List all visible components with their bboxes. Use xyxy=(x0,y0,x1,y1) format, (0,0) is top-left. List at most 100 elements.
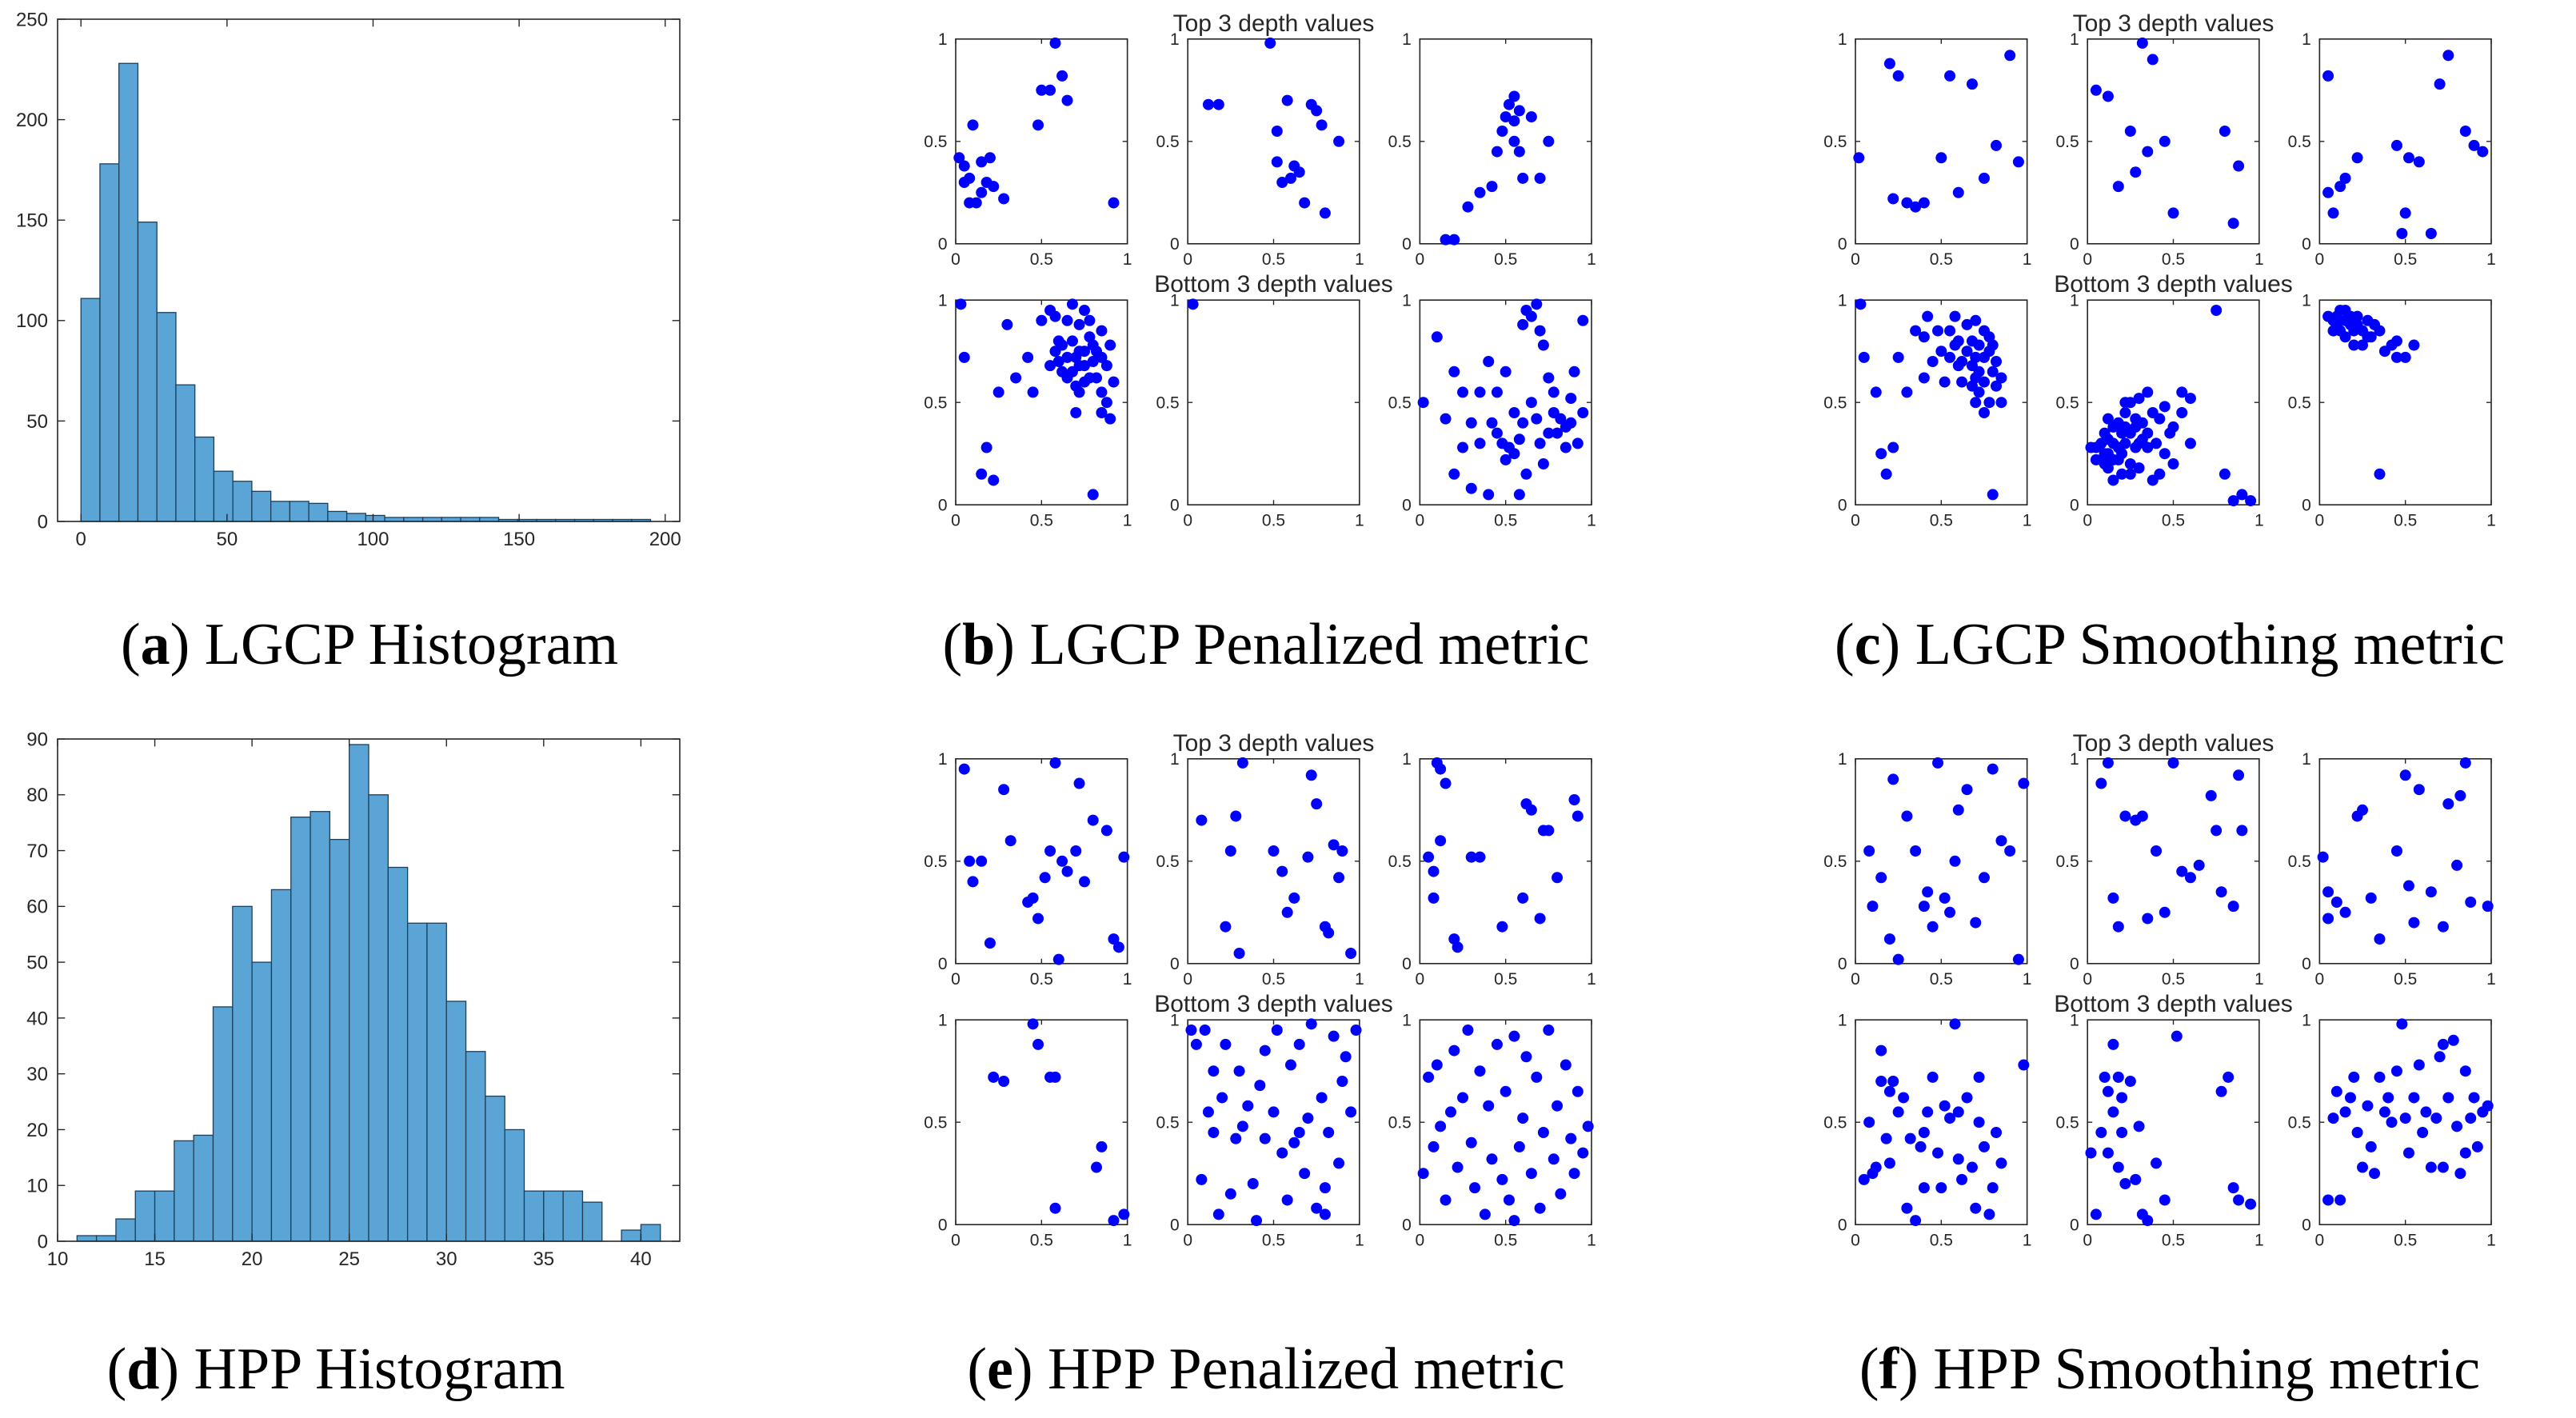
scatter-b-ytick-label: 0.5 xyxy=(924,394,947,413)
scatter-c-axes-box xyxy=(2087,299,2260,506)
scatter-point xyxy=(1036,84,1048,96)
scatter-point xyxy=(2136,433,2148,445)
scatter-point xyxy=(1875,872,1887,884)
caption-b: (b) LGCP Penalized metric xyxy=(942,612,1589,677)
scatter-point xyxy=(2327,1112,2339,1124)
scatter-point xyxy=(2136,810,2148,822)
hist-a-ytick-label: 200 xyxy=(16,110,48,131)
scatter-point xyxy=(1932,757,1944,769)
scatter-point xyxy=(1525,310,1537,322)
scatter-point xyxy=(1423,851,1435,863)
scatter-point xyxy=(1345,1106,1357,1118)
scatter-point xyxy=(1491,146,1503,158)
scatter-point xyxy=(1100,397,1112,409)
scatter-point xyxy=(1440,777,1452,789)
scatter-point xyxy=(1448,365,1460,377)
hist-d-ytick-label: 70 xyxy=(26,841,48,862)
scatter-point xyxy=(1096,407,1108,418)
scatter-point xyxy=(1049,37,1061,49)
scatter-point xyxy=(1901,1202,1913,1214)
scatter-point xyxy=(1883,1085,1895,1097)
scatter-point xyxy=(1220,1038,1232,1050)
scatter-point xyxy=(1108,376,1120,388)
scatter-point xyxy=(2322,1194,2334,1206)
histogram-bar xyxy=(308,502,329,522)
scatter-point xyxy=(1966,380,1978,392)
scatter-point xyxy=(1091,1161,1103,1173)
scatter-point xyxy=(1268,1106,1280,1118)
scatter-point xyxy=(1061,94,1073,106)
panel-e-top-1: 0 0.5 1 0 0.5 1 xyxy=(924,750,1132,989)
scatter-b-xtick-label: 0 xyxy=(1183,511,1192,529)
scatter-point xyxy=(2399,351,2411,363)
scatter-point xyxy=(2159,906,2171,918)
scatter-point xyxy=(2119,437,2131,449)
scatter-point xyxy=(2365,892,2377,904)
scatter-f-xtick-label: 0.5 xyxy=(2162,970,2185,989)
scatter-b-xtick-label: 1 xyxy=(1587,250,1596,269)
scatter-point xyxy=(1316,119,1328,131)
scatter-point xyxy=(1978,407,1990,418)
scatter-b-ytick-label: 0.5 xyxy=(1156,133,1179,151)
scatter-point xyxy=(1302,1112,1314,1124)
scatter-point xyxy=(2351,152,2363,164)
scatter-point xyxy=(1568,1168,1580,1180)
histogram-bar xyxy=(327,510,348,522)
scatter-point xyxy=(1333,135,1345,147)
scatter-point xyxy=(1867,901,1879,913)
scatter-point xyxy=(2437,921,2449,933)
scatter-point xyxy=(958,351,970,363)
scatter-point xyxy=(2468,139,2480,151)
scatter-f-xtick-label: 1 xyxy=(2023,970,2032,989)
scatter-point xyxy=(1233,948,1245,959)
scatter-point xyxy=(2245,495,2257,507)
scatter-point xyxy=(2090,1208,2102,1220)
scatter-point xyxy=(1336,845,1348,857)
scatter-point xyxy=(2142,913,2154,925)
scatter-e-axes-box xyxy=(1419,757,1592,965)
scatter-point xyxy=(1066,298,1078,310)
scatter-point xyxy=(1863,845,1875,857)
scatter-point xyxy=(1061,351,1073,363)
histogram-bar xyxy=(426,922,447,1242)
scatter-e-xtick-label: 0 xyxy=(1416,1231,1425,1249)
scatter-point xyxy=(958,177,970,188)
histogram-bar xyxy=(543,1190,564,1242)
scatter-c-ytick-label: 0 xyxy=(1838,497,1847,515)
scatter-point xyxy=(2378,1106,2390,1118)
scatter-point xyxy=(1350,1025,1362,1036)
scatter-point xyxy=(2116,1127,2128,1138)
panel-b-top-3: 0 0.5 1 0 0.5 1 xyxy=(1388,30,1596,269)
scatter-point xyxy=(1932,1147,1944,1159)
scatter-point xyxy=(1236,1120,1248,1132)
scatter-point xyxy=(2112,1071,2124,1083)
scatter-point xyxy=(1887,773,1899,785)
scatter-point xyxy=(1474,1065,1486,1077)
scatter-point xyxy=(2344,1092,2356,1104)
hist-d-ytick-label: 0 xyxy=(38,1231,48,1252)
scatter-point xyxy=(1044,845,1056,857)
scatter-point xyxy=(1892,351,1904,363)
scatter-e-xtick-label: 0 xyxy=(951,970,961,989)
scatter-point xyxy=(2164,427,2176,439)
scatter-f-ytick-label: 1 xyxy=(1838,750,1847,769)
scatter-point xyxy=(1096,351,1108,363)
scatter-point xyxy=(2330,310,2342,322)
scatter-point xyxy=(1973,1116,1985,1128)
scatter-point xyxy=(1428,1140,1440,1152)
scatter-point xyxy=(1212,1208,1224,1220)
scatter-point xyxy=(2124,468,2136,480)
scatter-point xyxy=(2327,207,2339,219)
scatter-e-xtick-label: 1 xyxy=(1587,1231,1596,1249)
scatter-point xyxy=(2322,186,2334,198)
scatter-point xyxy=(1027,892,1039,904)
scatter-e-ytick-label: 1 xyxy=(938,1012,948,1030)
scatter-point xyxy=(2434,1051,2446,1063)
scatter-point xyxy=(1572,437,1584,449)
scatter-point xyxy=(2348,1071,2360,1083)
scatter-c-xtick-label: 1 xyxy=(2486,511,2496,529)
scatter-point xyxy=(1970,351,1982,363)
scatter-e-axes-box xyxy=(1187,1019,1360,1225)
histogram-bar xyxy=(251,490,272,522)
scatter-point xyxy=(1448,468,1460,480)
